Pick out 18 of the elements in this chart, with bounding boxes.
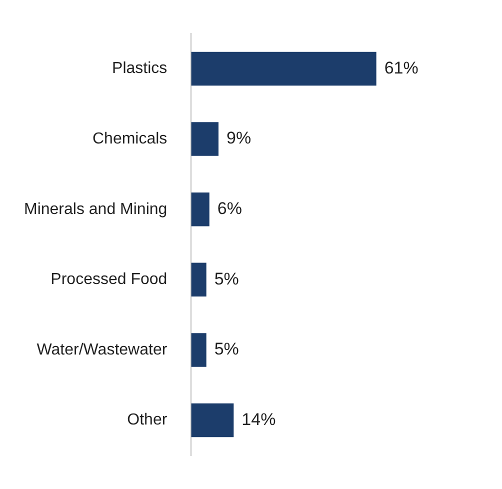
- data-label: 5%: [214, 340, 239, 359]
- bar: [191, 403, 234, 438]
- y-tick-label: Other: [127, 412, 168, 429]
- bar: [191, 333, 206, 367]
- bar: [191, 262, 206, 297]
- bar: [191, 52, 376, 86]
- data-label: 5%: [214, 269, 239, 288]
- data-label: 14%: [242, 410, 276, 429]
- bar: [191, 122, 218, 156]
- y-tick-label: Processed Food: [50, 271, 168, 288]
- data-label: 9%: [226, 128, 252, 148]
- y-tick-label: Water/Wastewater: [36, 341, 168, 358]
- bar: [191, 192, 210, 226]
- data-label: 6%: [217, 199, 242, 218]
- y-tick-label: Minerals and Mining: [24, 200, 168, 218]
- data-label: 61%: [384, 58, 418, 78]
- y-tick-label: Plastics: [112, 60, 168, 78]
- y-tick-label: Chemicals: [92, 130, 168, 148]
